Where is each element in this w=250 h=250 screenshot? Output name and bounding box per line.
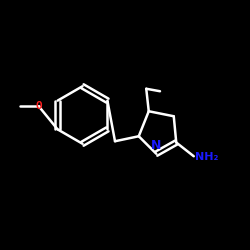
Text: NH₂: NH₂ (195, 152, 218, 162)
Text: N: N (150, 139, 161, 152)
Text: O: O (36, 101, 42, 111)
